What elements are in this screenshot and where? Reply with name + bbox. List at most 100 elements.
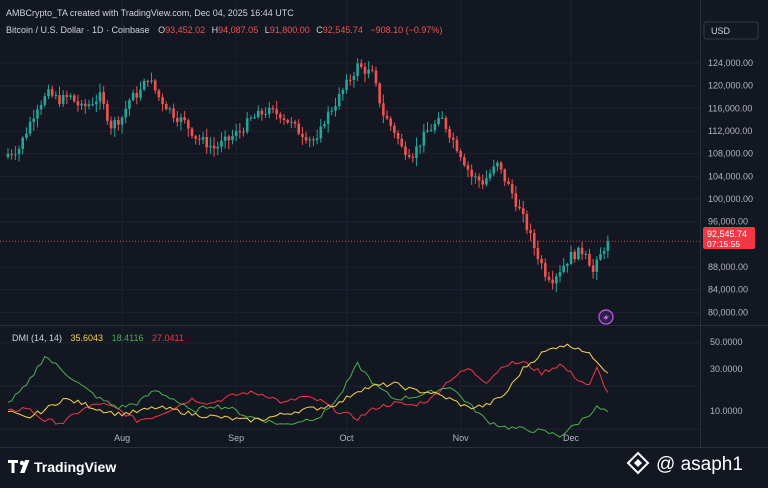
candle-body (499, 162, 503, 170)
candle-body (124, 108, 128, 118)
candle-body (61, 94, 65, 105)
candle-body (532, 233, 536, 249)
candle-body (418, 145, 422, 147)
candle-body (72, 95, 76, 102)
candle-body (21, 137, 25, 149)
grid-lines (0, 0, 700, 448)
currency-button[interactable]: USD (703, 21, 759, 40)
time-axis[interactable]: Aug Sep Oct Nov Dec (114, 433, 579, 443)
candle-body (150, 80, 153, 82)
diamond-outline (626, 451, 650, 475)
candle-body (485, 178, 488, 185)
candle-body (492, 166, 496, 174)
price-axis-label: 88,000.00 (708, 262, 748, 272)
dmi-axis-label-30: 30.0000 (710, 364, 743, 374)
candlestick-series[interactable] (0, 58, 700, 293)
close-value: 92,545.74 (323, 25, 363, 35)
currency-button-label[interactable]: USD (711, 26, 731, 36)
candle-body (25, 133, 28, 138)
candle-body (109, 120, 113, 129)
candle-body (463, 157, 466, 166)
candle-body (201, 137, 205, 140)
candle-body (404, 146, 407, 155)
candle-body (529, 230, 532, 234)
dmi-label: DMI (14, 14) (12, 333, 62, 343)
candle-body (223, 136, 227, 141)
price-axis-label: 84,000.00 (708, 285, 748, 295)
candle-body (179, 117, 183, 122)
candle-body (91, 104, 94, 106)
candle-body (521, 208, 525, 215)
candle-body (282, 118, 286, 120)
low-label: L (265, 25, 270, 35)
candle-body (591, 265, 595, 273)
candle-body (437, 117, 440, 125)
candle-body (326, 111, 330, 124)
candle-body (584, 253, 588, 255)
alert-marker-icon[interactable] (598, 309, 614, 325)
candle-body (264, 113, 267, 115)
candle-body (95, 101, 98, 105)
currency-button-frame[interactable] (703, 21, 759, 40)
time-axis-label: Nov (453, 433, 470, 443)
price-axis[interactable]: 124,000.00 120,000.00 116,000.00 112,000.00… (708, 58, 753, 317)
candle-body (363, 66, 367, 74)
time-axis-label: Aug (114, 433, 130, 443)
candle-body (440, 117, 444, 119)
candle-body (301, 133, 304, 138)
candle-body (139, 89, 142, 98)
candle-body (422, 131, 426, 146)
time-axis-label: Oct (340, 433, 355, 443)
candle-body (153, 80, 157, 91)
candle-body (396, 132, 400, 139)
candle-body (407, 154, 411, 157)
candle-body (481, 180, 485, 185)
candle-body (337, 94, 341, 107)
candle-body (58, 95, 61, 105)
candle-body (227, 136, 231, 141)
candle-body (426, 130, 429, 132)
candle-body (76, 101, 80, 106)
countdown-timer: 07:15:55 (707, 239, 740, 249)
candle-body (271, 107, 275, 110)
candle-body (47, 89, 50, 97)
candle-body (470, 169, 473, 177)
candle-body (415, 146, 418, 158)
adx-line (7, 343, 609, 423)
candle-body (157, 90, 161, 98)
candle-body (205, 137, 209, 148)
tv-logo-slash (20, 460, 30, 473)
candle-body (216, 146, 220, 149)
candle-body (43, 96, 47, 105)
candle-body (429, 130, 433, 132)
candle-body (448, 129, 451, 138)
candle-body (555, 276, 558, 284)
candle-body (514, 193, 518, 207)
price-axis-label: 96,000.00 (708, 217, 748, 227)
candle-body (220, 140, 223, 147)
candle-body (83, 103, 87, 107)
minus-di-line (7, 360, 609, 425)
price-axis-label: 124,000.00 (708, 58, 753, 68)
candle-body (345, 79, 348, 90)
candle-body (80, 103, 83, 106)
time-axis-label: Sep (228, 433, 244, 443)
candle-body (172, 108, 175, 118)
candle-body (190, 128, 194, 137)
candle-body (371, 69, 374, 71)
close-label: C (316, 25, 323, 35)
tv-logo-dot (19, 460, 25, 466)
candle-body (389, 118, 393, 126)
price-axis-label: 80,000.00 (708, 307, 748, 317)
last-price-value: 92,545.74 (707, 229, 747, 239)
candle-body (297, 123, 301, 134)
candle-body (566, 263, 569, 266)
candle-body (588, 253, 591, 266)
candle-body (341, 89, 345, 95)
price-axis-label: 104,000.00 (708, 171, 753, 181)
candle-body (562, 265, 565, 272)
candle-body (393, 125, 396, 133)
candle-body (577, 247, 580, 260)
watermark-handle: @ asaph1 (656, 454, 743, 475)
